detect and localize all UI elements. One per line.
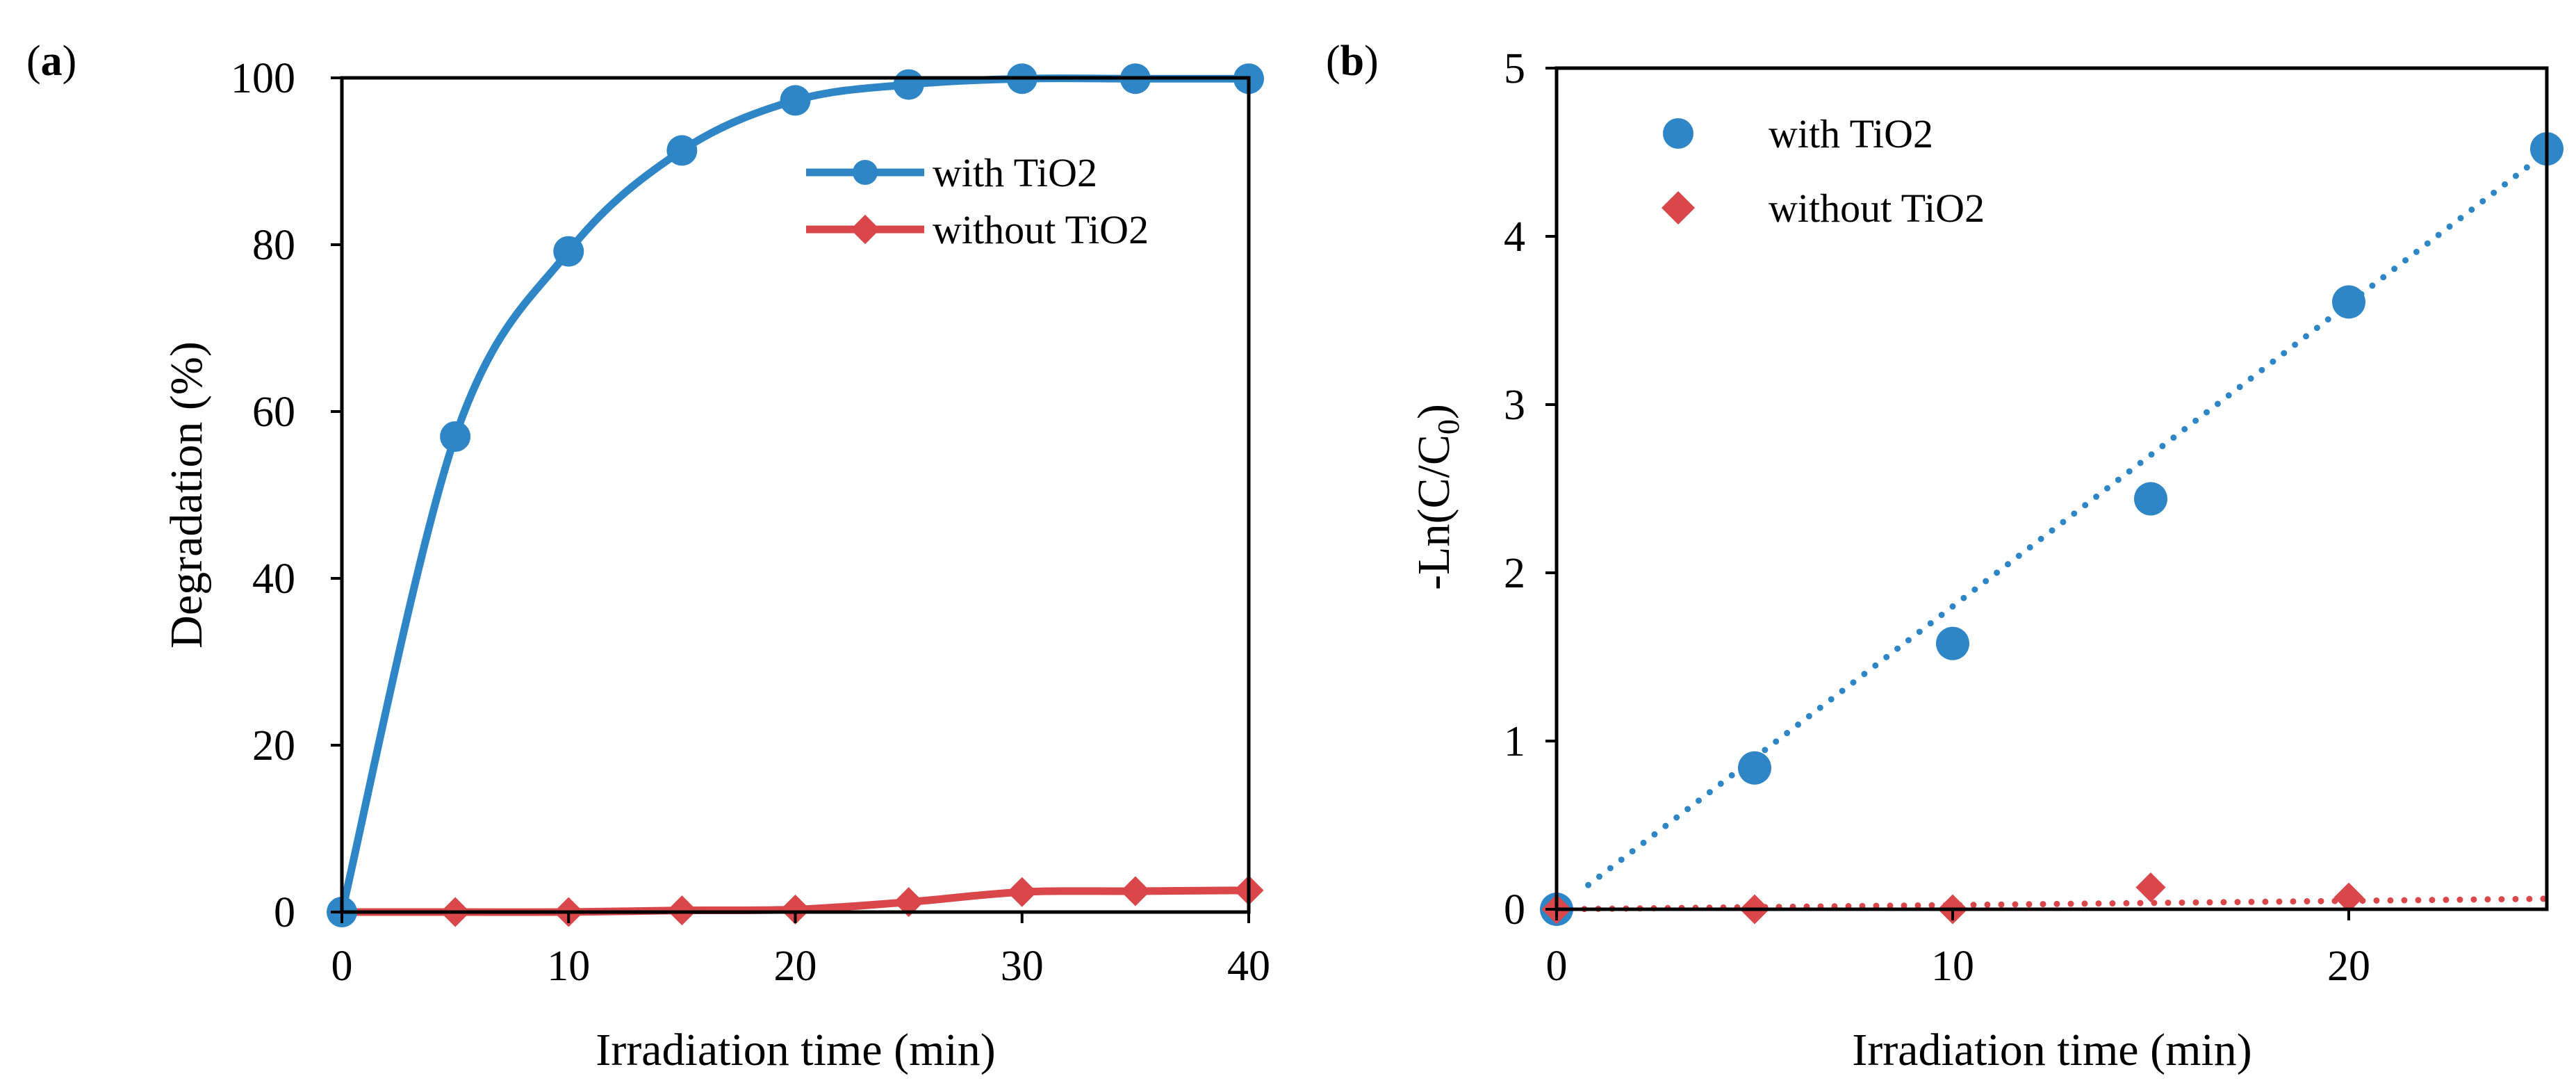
panel-b-kinetics-chart: (b) 0 10 20 0 1 2 3 4 5 Irradiation time (min) -… xyxy=(1326,38,2563,1075)
legend-b-with-tio2-label: with TiO2 xyxy=(1769,111,1933,156)
panel-a-y-axis-title: Degradation (%) xyxy=(161,341,212,649)
data-point-a-with-tio2 xyxy=(666,135,698,166)
panel-a-y-tick-label: 20 xyxy=(252,722,295,770)
panel-a-x-axis-title: Irradiation time (min) xyxy=(596,1025,995,1075)
data-point-b-with-tio2 xyxy=(1936,626,1969,660)
panel-b-marks xyxy=(1540,132,2563,926)
panel-a-x-tick-label: 20 xyxy=(774,943,817,990)
panel-b-y-tick-label: 3 xyxy=(1504,382,1525,429)
data-point-b-without-tio2 xyxy=(2135,872,2166,903)
panel-b-label: (b) xyxy=(1326,38,1379,85)
panel-b-y-axis-title-main: -Ln(C/C xyxy=(1409,434,1459,590)
legend-a-without-tio2-label: without TiO2 xyxy=(933,207,1149,252)
panel-a-x-tick-label: 10 xyxy=(547,943,590,990)
data-point-a-with-tio2 xyxy=(893,69,924,100)
data-point-a-without-tio2 xyxy=(1007,877,1037,907)
legend-b-without-tio2-label: without TiO2 xyxy=(1769,186,1985,231)
panel-a-x-tick-label: 0 xyxy=(331,943,353,990)
panel-b-y-axis-title-subscript: 0 xyxy=(1431,419,1466,434)
panel-b-x-tick-label: 0 xyxy=(1546,943,1568,990)
data-point-a-with-tio2 xyxy=(553,236,584,267)
panel-b-x-tick-label: 10 xyxy=(1931,943,1974,990)
panel-a-y-tick-label: 80 xyxy=(252,222,295,269)
data-point-b-with-tio2 xyxy=(1738,751,1771,785)
panel-a-y-tick-label: 0 xyxy=(274,889,295,936)
trendline-b-without-tio2 xyxy=(1553,895,2550,913)
panel-a-y-tick-label: 40 xyxy=(252,555,295,603)
panel-b-x-axis-title: Irradiation time (min) xyxy=(1852,1025,2251,1075)
legend-b-without-tio2-marker xyxy=(1661,190,1696,225)
data-point-a-with-tio2 xyxy=(440,421,471,452)
panel-b-legend: with TiO2 without TiO2 xyxy=(1661,111,1985,231)
series-a-line-with-tio2 xyxy=(338,74,1249,913)
panel-a-y-tick-label: 60 xyxy=(252,389,295,436)
data-point-b-with-tio2 xyxy=(2332,285,2365,319)
panel-b-y-tick-label: 1 xyxy=(1504,718,1525,765)
legend-b-with-tio2-marker xyxy=(1663,118,1693,149)
panel-b-ticks: 0 10 20 0 1 2 3 4 5 xyxy=(1504,45,2370,990)
panel-a-legend: with TiO2 without TiO2 xyxy=(806,150,1149,252)
legend-a-with-tio2-marker xyxy=(853,160,878,185)
panel-b-x-tick-label: 20 xyxy=(2327,943,2370,990)
panel-b-y-tick-label: 2 xyxy=(1504,550,1525,597)
panel-b-plot-frame xyxy=(1554,66,2549,911)
trendline-b-with-tio2 xyxy=(1585,149,2550,888)
panel-b-y-tick-label: 4 xyxy=(1504,213,1525,261)
panel-a-x-tick-label: 30 xyxy=(1001,943,1044,990)
panel-b-y-tick-label: 5 xyxy=(1504,45,1525,92)
panel-a-degradation-chart: (a) 0 10 20 30 40 0 20 40 60 80 100 Irradiation ti… xyxy=(26,38,1270,1075)
data-point-b-with-tio2 xyxy=(2134,482,2167,516)
panel-b-y-axis-title-end: ) xyxy=(1409,404,1459,419)
panel-b-y-tick-label: 0 xyxy=(1504,886,1525,934)
legend-a-without-tio2-marker xyxy=(850,214,880,245)
panel-a-x-tick-label: 40 xyxy=(1227,943,1270,990)
data-point-a-without-tio2 xyxy=(894,887,924,918)
panel-a-y-tick-label: 100 xyxy=(231,55,295,102)
data-point-a-without-tio2 xyxy=(780,894,810,925)
panel-a-marks xyxy=(327,63,1264,927)
panel-a-ticks: 0 10 20 30 40 0 20 40 60 80 100 xyxy=(231,55,1270,990)
panel-b-y-axis-title: -Ln(C/C0) xyxy=(1409,404,1466,590)
data-point-a-without-tio2 xyxy=(1120,876,1151,906)
panel-a-label: (a) xyxy=(26,38,76,85)
data-point-a-with-tio2 xyxy=(780,85,811,116)
panel-a-plot-frame xyxy=(340,76,1251,914)
legend-a-with-tio2-label: with TiO2 xyxy=(933,150,1097,195)
